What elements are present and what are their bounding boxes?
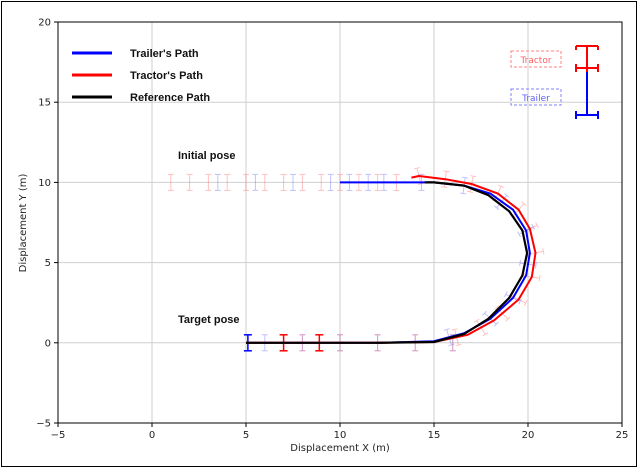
x-axis-label: Displacement X (m)	[290, 443, 390, 454]
trailer-glyph	[575, 72, 599, 119]
y-tick-label: 0	[45, 338, 51, 349]
tractor-pose-ghost	[205, 173, 212, 191]
pose-wheel	[460, 192, 467, 195]
pose-wheel	[531, 223, 536, 230]
tractor-pose-ghost	[261, 173, 268, 191]
pose-wheel	[473, 318, 480, 323]
pose-wheel	[413, 167, 421, 170]
x-tick-label: 25	[616, 430, 629, 441]
pose-wheel	[542, 248, 545, 255]
tractor-pose-ghost	[280, 173, 287, 191]
pose-wheel	[535, 262, 537, 269]
trailer-pose-ghost	[327, 173, 334, 191]
pose-wheel	[521, 201, 527, 207]
pose-wheel	[448, 343, 455, 347]
trailer-pose-ghost	[214, 173, 221, 191]
pose-wheel	[517, 231, 521, 238]
pose-wheel	[504, 193, 510, 198]
tractor-glyph	[575, 45, 599, 74]
y-tick-label: 20	[38, 18, 51, 29]
legend-label-tractor: Tractor's Path	[130, 70, 203, 82]
x-tick-label: 20	[522, 430, 535, 441]
pose-wheel	[462, 176, 469, 179]
series-lines	[246, 175, 537, 344]
annotation-initial-pose: Initial pose	[178, 150, 235, 162]
pose-wheel	[482, 310, 487, 316]
y-tick-label: 5	[45, 258, 51, 269]
pose-wheel	[482, 332, 489, 337]
legend-label-reference: Reference Path	[130, 92, 210, 104]
pose-wheel	[470, 175, 477, 178]
pose-wheel	[493, 205, 500, 211]
pose-wheel	[493, 321, 499, 327]
tractor-pose-ghost	[299, 173, 306, 191]
plot-area-border	[57, 21, 623, 424]
pose-wheel	[455, 343, 462, 347]
pose-wheel	[505, 316, 511, 322]
pose-wheel	[498, 184, 505, 188]
tractor-box-label: Tractor	[519, 56, 551, 66]
y-tick-label: 15	[38, 98, 51, 109]
pose-wheel	[451, 328, 458, 331]
vehicle-legend: Tractor Trailer	[510, 45, 599, 119]
pose-wheel	[494, 305, 500, 311]
tractor-pose-ghost	[167, 173, 174, 191]
legend-label-trailer: Trailer's Path	[130, 48, 199, 60]
pose-wheel	[504, 291, 508, 298]
legend: Trailer's Path Tractor's Path Reference …	[72, 48, 210, 104]
series-line-reference	[246, 181, 529, 344]
pose-wheel	[519, 260, 521, 267]
tractor-pose-ghost	[318, 173, 325, 191]
grid	[57, 21, 623, 424]
tractor-pose-ghost	[186, 173, 193, 191]
pose-wheel	[466, 190, 473, 193]
x-tick-label: 5	[243, 430, 249, 441]
tractor-box	[510, 50, 562, 68]
pose-wheel	[538, 275, 541, 282]
y-tick-label: −5	[36, 419, 51, 430]
chart: −5 0 5 10 15 20 25 −5 0 5 10 15 20 Displacement X (m…	[18, 18, 628, 455]
trailer-pose-ghost	[290, 173, 296, 191]
trailer-box-label: Trailer	[521, 94, 550, 104]
pose-wheel	[535, 222, 539, 229]
trailer-pose-ghost	[252, 173, 259, 191]
y-axis-label: Displacement Y (m)	[18, 174, 29, 273]
tractor-pose-ghost	[243, 173, 249, 191]
pose-wheel	[523, 300, 528, 306]
ticks: −5 0 5 10 15 20 25 −5 0 5 10 15 20	[36, 18, 628, 442]
x-tick-label: 10	[334, 430, 347, 441]
y-tick-label: 10	[38, 178, 51, 189]
x-tick-label: 15	[428, 430, 441, 441]
tractor-pose-ghost	[224, 173, 231, 191]
pose-wheel	[443, 328, 450, 331]
pose-wheel	[441, 186, 448, 189]
trailer-box	[510, 88, 562, 106]
annotation-target-pose: Target pose	[178, 314, 240, 326]
x-tick-label: −5	[51, 430, 66, 441]
pose-wheel	[518, 298, 522, 305]
pose-wheel	[443, 170, 450, 173]
x-tick-label: 0	[149, 430, 155, 441]
figure-frame: −5 0 5 10 15 20 25 −5 0 5 10 15 20 Displacement X (m…	[1, 1, 637, 467]
